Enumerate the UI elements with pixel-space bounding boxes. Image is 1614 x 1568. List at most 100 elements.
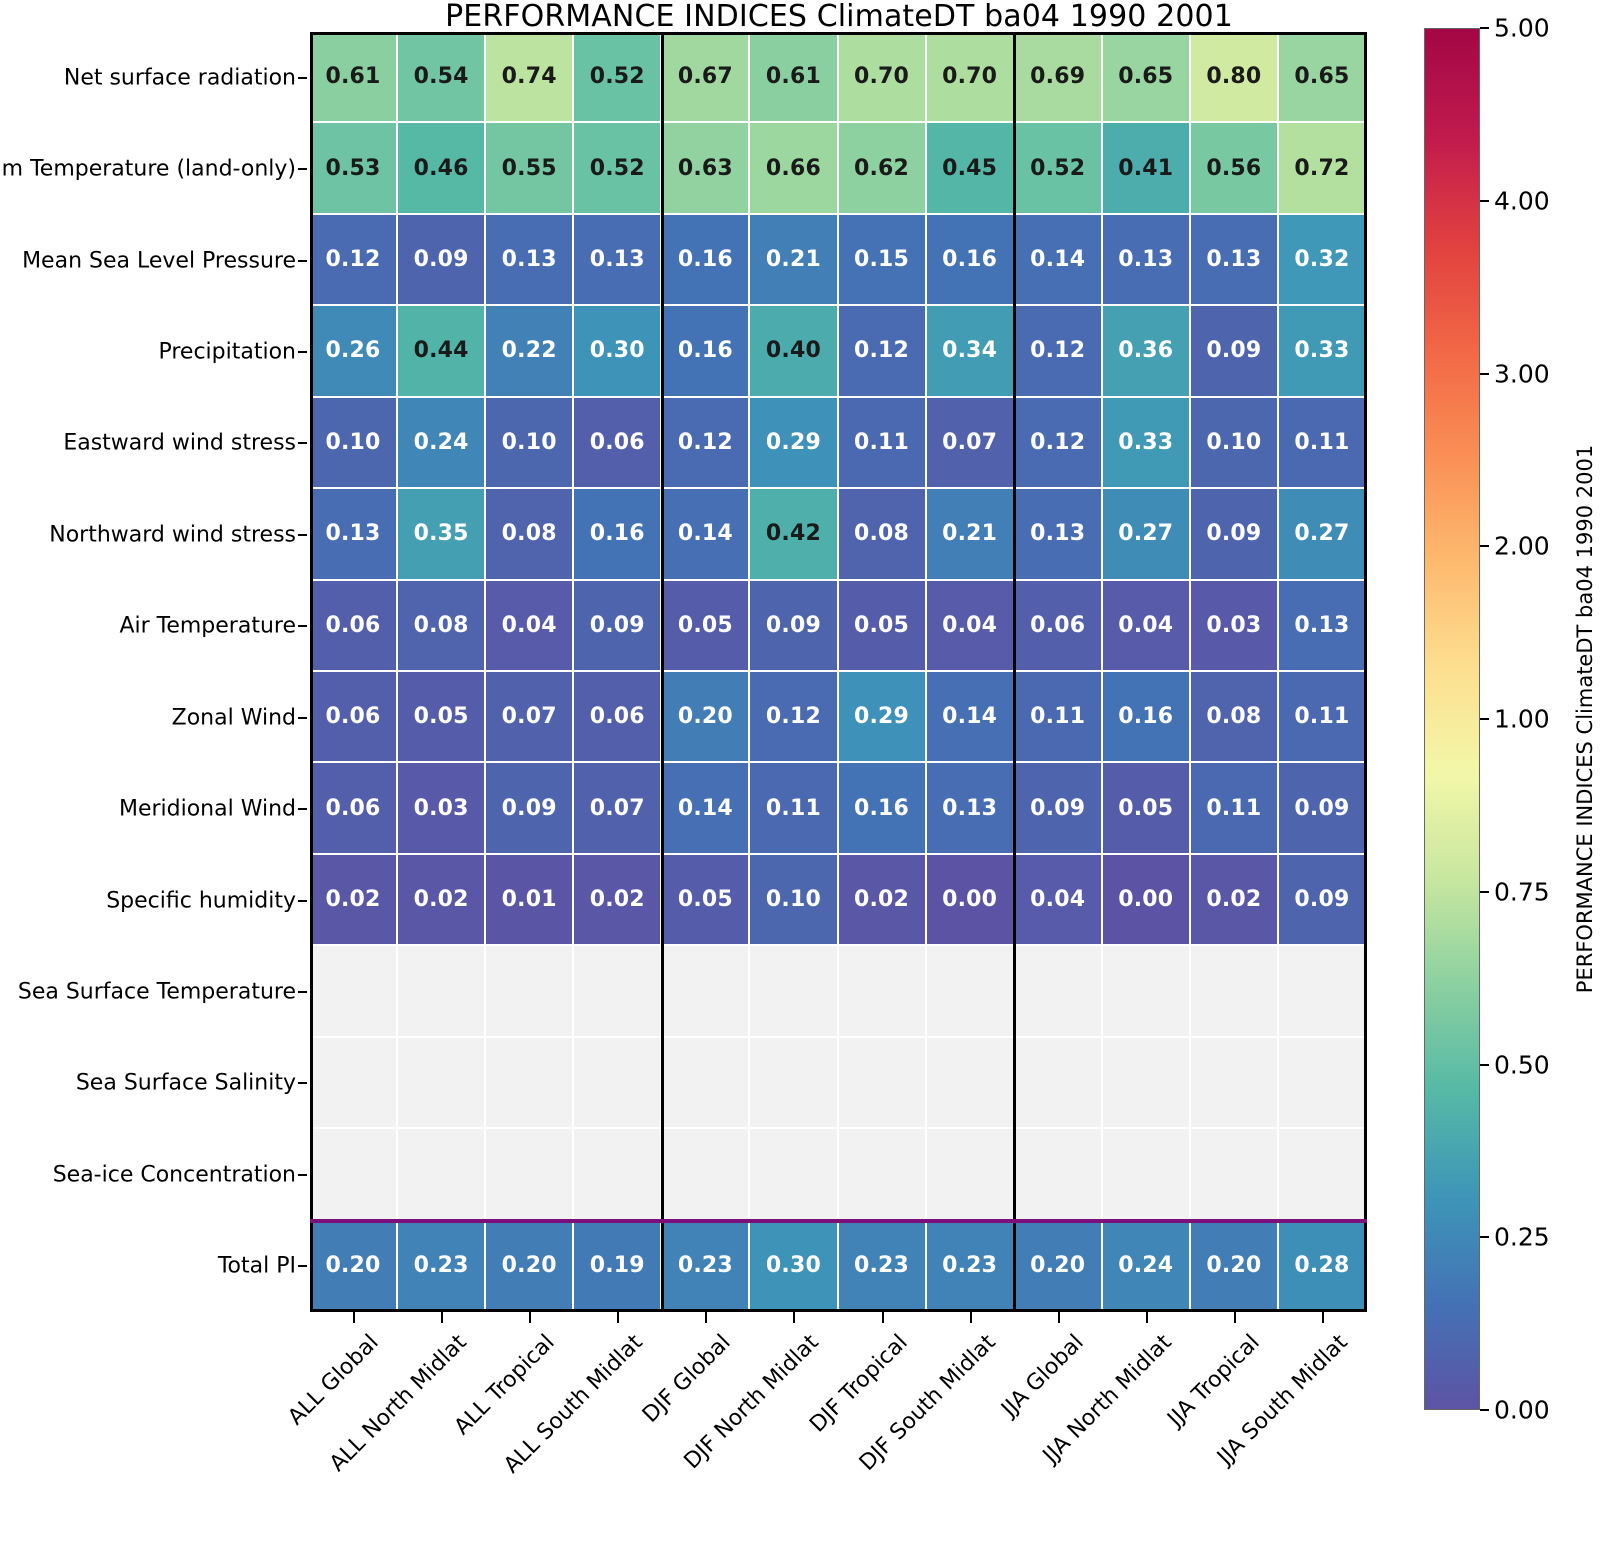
heatmap-cell-value: 0.06 [589,429,645,455]
colorbar-title: PERFORMANCE INDICES ClimateDT ba04 1990 … [1568,28,1602,1410]
heatmap-cell-value: 0.02 [589,887,645,913]
y-axis-tick [298,76,307,79]
heatmap-cell-value: 0.26 [325,338,381,364]
heatmap-cell-value: 0.11 [1206,795,1262,821]
colorbar-tick-label: 2.00 [1494,531,1550,561]
heatmap-cell: 0.16 [662,306,751,398]
heatmap-cell-empty [838,946,927,1038]
heatmap-cell-value: 0.04 [1118,612,1174,638]
y-axis-tick [298,625,307,628]
colorbar[interactable]: 0.00 0.25 0.50 0.75 1.00 2.00 3.00 4.00 5.00 [1424,14,1550,1425]
y-axis-label: Sea Surface Temperature [17,979,296,1005]
heatmap-cell-value: 0.61 [325,64,381,90]
heatmap-cell: 0.10 [486,397,575,490]
heatmap-cell-value: 0.09 [589,612,645,638]
heatmap-cell-empty [838,1129,927,1221]
heatmap-cell: 0.09 [1278,763,1367,855]
heatmap-cell: 0.54 [398,32,487,124]
heatmap-cell: 0.13 [1190,214,1279,307]
heatmap-cell-empty [1102,946,1191,1038]
heatmap-cell-empty [486,1129,575,1221]
heatmap-cell-empty [1190,1037,1279,1130]
heatmap-cell: 0.12 [1014,306,1103,398]
colorbar-tick [1480,545,1489,548]
heatmap-plot-area: 0.61 0.54 0.74 0.52 0.67 0.61 0.70 0.70 0.69 0.65… [310,32,1367,1312]
colorbar-tick [1480,1409,1489,1411]
heatmap-cell-value: 0.42 [765,521,821,547]
y-axis-label: Total PI [217,1253,296,1279]
colorbar-tick [1480,1236,1489,1239]
heatmap-cell-value: 0.53 [325,155,381,181]
heatmap-cell: 0.13 [1102,214,1191,307]
y-axis-label: Zonal Wind [171,705,296,731]
heatmap-cell-value: 0.00 [1118,887,1174,913]
heatmap-cell: 0.10 [1190,397,1279,490]
heatmap-cell-empty [1102,1129,1191,1221]
heatmap-cell: 0.35 [398,489,487,581]
heatmap-cell-value: 0.44 [413,338,469,364]
y-axis-label: Meridional Wind [118,796,296,822]
heatmap-cell: 0.04 [486,580,575,672]
heatmap-cell: 0.65 [1278,32,1367,124]
x-axis-tick-labels: ALL Global ALL North Midlat ALL Tropical AL… [283,1312,1367,1568]
y-axis-label: Sea-ice Concentration [52,1162,296,1188]
y-axis-tick [298,533,307,536]
heatmap-cell-value: 0.06 [325,704,381,730]
heatmap-cell-value: 0.16 [942,247,998,273]
heatmap-cell: 0.06 [310,580,399,672]
heatmap-cell: 0.44 [398,306,487,398]
heatmap-cell: 0.11 [750,763,839,855]
heatmap-cell-empty [662,1037,751,1130]
heatmap-cell-value: 0.23 [677,1252,733,1278]
heatmap-cell-empty [926,1129,1015,1221]
heatmap-cell: 0.21 [750,214,839,307]
heatmap-cell-value: 0.74 [501,64,557,90]
heatmap-cell: 0.40 [750,306,839,398]
y-axis-label: Northward wind stress [49,522,296,548]
heatmap-cell-value: 0.30 [765,1252,821,1278]
heatmap-cell-value: 0.24 [1118,1252,1174,1278]
heatmap-cell: 0.21 [926,489,1015,581]
heatmap-cell-value: 0.02 [1206,887,1262,913]
heatmap-cell-value: 0.61 [765,64,821,90]
heatmap-cell-value: 0.63 [677,155,733,181]
heatmap-cell-empty [662,946,751,1038]
colorbar-tick-label: 0.00 [1494,1395,1550,1425]
heatmap-cell-value: 0.05 [413,704,469,730]
heatmap-cell-value: 0.33 [1118,429,1174,455]
heatmap-cell-value: 0.04 [942,612,998,638]
heatmap-cell: 0.14 [662,763,751,855]
heatmap-cell-value: 0.72 [1294,155,1350,181]
heatmap-cell: 0.20 [486,1220,575,1312]
x-axis-tick [1233,1312,1236,1323]
heatmap-cell-value: 0.70 [853,64,910,90]
heatmap-cell: 0.01 [486,854,575,947]
y-axis-tick [298,991,307,993]
heatmap-cell-value: 0.66 [765,155,821,181]
heatmap-cell-value: 0.20 [1206,1252,1262,1278]
heatmap-cell: 0.02 [574,854,663,947]
heatmap-cell: 0.67 [662,32,751,124]
heatmap-cell: 0.12 [662,397,751,490]
colorbar-tick [1480,890,1489,893]
heatmap-cell-value: 0.67 [677,64,733,90]
x-axis-tick [353,1312,356,1323]
heatmap-cell-empty [1102,1037,1191,1130]
heatmap-cell-empty [1190,1129,1279,1221]
heatmap-cell: 0.62 [838,123,927,215]
heatmap-cell-value: 0.04 [501,612,557,638]
heatmap-cell: 0.23 [838,1220,927,1312]
heatmap-cell-value: 0.07 [942,429,998,455]
heatmap-cell: 0.20 [662,672,751,764]
heatmap-cell-empty [486,946,575,1038]
heatmap-cell: 0.02 [398,854,487,947]
heatmap-cell-value: 0.11 [853,429,910,455]
heatmap-cell: 0.16 [574,489,663,581]
heatmap-cell: 0.66 [750,123,839,215]
heatmap-cell-value: 0.22 [501,338,557,364]
heatmap-cell-value: 0.20 [501,1252,557,1278]
y-axis-tick [298,716,307,719]
heatmap-cell: 0.30 [574,306,663,398]
heatmap-cell: 0.02 [310,854,399,947]
heatmap-cell-value: 0.04 [1030,887,1086,913]
